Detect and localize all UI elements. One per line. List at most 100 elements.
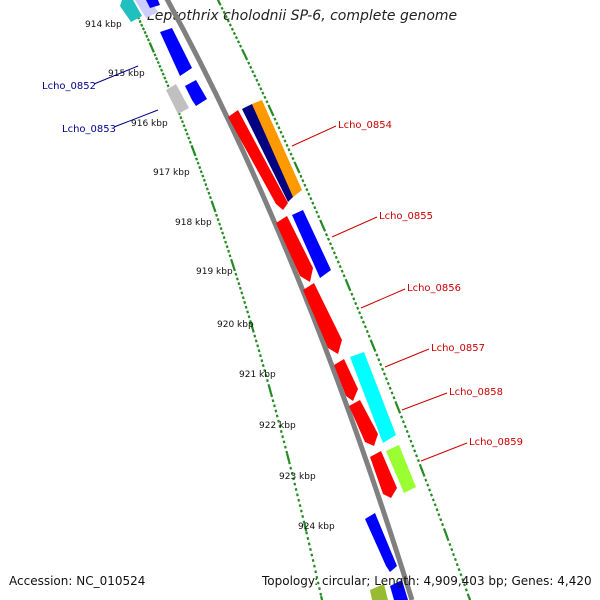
outer-tick-mark bbox=[241, 50, 248, 59]
outer-tick-mark bbox=[429, 493, 433, 497]
outer-tick-mark bbox=[291, 156, 295, 161]
inner-tick-mark bbox=[208, 196, 212, 200]
outer-tick-mark bbox=[441, 523, 445, 527]
inner-tick-mark bbox=[257, 349, 261, 353]
inner-tick-mark bbox=[294, 487, 298, 491]
outer-tick-mark bbox=[275, 121, 279, 126]
inner-tick-mark bbox=[284, 445, 287, 449]
inner-tick-mark bbox=[300, 509, 303, 513]
gene-label[interactable]: Lcho_0852 bbox=[42, 81, 96, 92]
tick-label: 922 kbp bbox=[259, 421, 296, 431]
inner-tick-mark bbox=[246, 310, 250, 314]
outer-tick-mark bbox=[323, 228, 327, 232]
gene-label[interactable]: Lcho_0858 bbox=[449, 387, 503, 398]
outer-tick-mark bbox=[249, 65, 253, 69]
outer-tick-mark bbox=[317, 214, 321, 219]
inner-tick-mark bbox=[288, 461, 291, 465]
gene-leader-line bbox=[384, 348, 430, 368]
inner-tick-mark bbox=[187, 136, 191, 140]
gene-label[interactable]: Lcho_0854 bbox=[338, 120, 392, 131]
inner-tick-mark bbox=[156, 60, 160, 65]
outer-tick-mark bbox=[263, 95, 267, 100]
feature-teal-913 bbox=[120, 0, 142, 22]
inner-tick-mark bbox=[180, 120, 184, 124]
inner-tick-mark bbox=[155, 57, 159, 61]
inner-tick-mark bbox=[281, 435, 285, 439]
outer-tick-mark bbox=[373, 348, 377, 352]
outer-tick-mark bbox=[330, 246, 334, 250]
outer-tick-mark bbox=[216, 0, 221, 5]
outer-tick-mark bbox=[428, 488, 432, 492]
gene-leader-line bbox=[331, 216, 378, 238]
outer-tick-mark bbox=[311, 201, 315, 205]
inner-tick-mark bbox=[211, 202, 216, 211]
gene-label[interactable]: Lcho_0855 bbox=[379, 211, 433, 222]
inner-tick-mark bbox=[271, 399, 275, 403]
outer-tick-mark bbox=[358, 311, 362, 315]
outer-tick-mark bbox=[350, 292, 354, 296]
gene-leader-line bbox=[291, 125, 337, 147]
inner-tick-mark bbox=[313, 564, 316, 568]
inner-tick-mark bbox=[143, 30, 147, 35]
feature-red-lcho0855 bbox=[276, 216, 313, 282]
outer-tick-mark bbox=[409, 439, 413, 443]
outer-tick-mark bbox=[386, 381, 390, 386]
outer-tick-mark bbox=[437, 513, 441, 517]
inner-tick-mark bbox=[292, 477, 295, 481]
outer-tick-mark bbox=[239, 44, 243, 48]
inner-tick-mark bbox=[249, 319, 252, 324]
feature-red-lcho0859 bbox=[370, 451, 397, 498]
inner-tick-mark bbox=[161, 72, 165, 76]
inner-tick-mark bbox=[164, 80, 168, 84]
outer-tick-mark bbox=[388, 386, 392, 390]
inner-tick-mark bbox=[244, 305, 248, 309]
gene-label[interactable]: Lcho_0857 bbox=[431, 343, 485, 354]
outer-tick-mark bbox=[446, 538, 450, 542]
outer-tick-mark bbox=[313, 205, 317, 210]
gene-label[interactable]: Lcho_0856 bbox=[407, 283, 461, 294]
outer-tick-mark bbox=[255, 78, 259, 82]
outer-tick-mark bbox=[253, 74, 257, 78]
inner-tick-mark bbox=[166, 84, 170, 88]
tick-label-group: 914 kbp 915 kbp 916 kbp 917 kbp 918 kbp 919 k… bbox=[85, 20, 335, 532]
feature-blue-914 bbox=[146, 0, 160, 8]
outer-tick-mark bbox=[273, 117, 277, 121]
feature-red-lcho0858 bbox=[349, 400, 378, 446]
tick-label: 921 kbp bbox=[239, 370, 276, 380]
inner-tick-mark bbox=[274, 409, 278, 413]
tick-label: 920 kbp bbox=[217, 320, 254, 330]
outer-tick-mark bbox=[418, 463, 422, 468]
inner-tick-mark bbox=[205, 187, 209, 191]
inner-tick-mark bbox=[149, 43, 155, 52]
outer-tick-mark bbox=[338, 264, 342, 269]
inner-tick-mark bbox=[218, 222, 222, 226]
feature-blue-925 bbox=[390, 580, 408, 600]
inner-tick-mark bbox=[224, 240, 228, 244]
outer-tick-mark bbox=[340, 269, 344, 273]
inner-tick-mark bbox=[140, 23, 144, 27]
outer-tick-mark bbox=[309, 196, 313, 201]
outer-tick-mark bbox=[326, 237, 331, 241]
outer-tick-mark bbox=[381, 367, 385, 371]
outer-tick-mark bbox=[228, 23, 232, 27]
outer-tick-mark bbox=[400, 415, 404, 419]
outer-tick-mark bbox=[224, 15, 228, 19]
gene-label[interactable]: Lcho_0859 bbox=[469, 437, 523, 448]
inner-tick-mark bbox=[182, 124, 186, 128]
feature-lime-lcho0859 bbox=[386, 445, 416, 493]
inner-tick-mark bbox=[204, 183, 208, 187]
outer-tick-mark bbox=[294, 163, 300, 172]
feature-red-lcho0856 bbox=[303, 283, 342, 354]
inner-tick-mark bbox=[153, 53, 157, 57]
outer-tick-mark bbox=[285, 143, 289, 147]
inner-tick-mark bbox=[222, 236, 226, 240]
gene-label[interactable]: Lcho_0853 bbox=[62, 124, 116, 135]
inner-tick-mark bbox=[193, 153, 197, 157]
inner-tick-mark bbox=[310, 553, 314, 557]
outer-tick-mark bbox=[328, 242, 333, 246]
gene-leader-line bbox=[93, 65, 139, 85]
inner-tick-mark bbox=[145, 34, 149, 38]
outer-tick-mark bbox=[398, 410, 402, 414]
outer-tick-mark bbox=[332, 251, 336, 255]
inner-tick-mark bbox=[296, 493, 299, 497]
